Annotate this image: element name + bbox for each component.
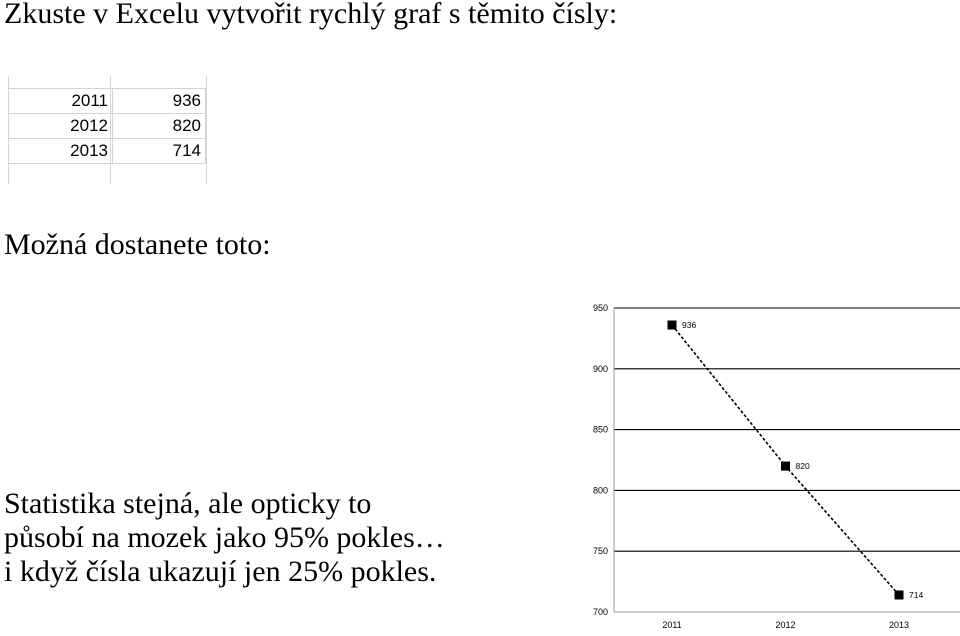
y-tick-label: 750 [593, 546, 608, 556]
value-cell: 714 [112, 138, 206, 164]
data-point-marker [894, 590, 904, 600]
year-cell: 2011 [8, 88, 113, 114]
data-label: 714 [909, 590, 923, 600]
data-label: 820 [796, 461, 810, 471]
subtitle: Možná dostanete toto: [4, 228, 271, 261]
y-tick-label: 700 [593, 607, 608, 617]
spreadsheet-snippet: 2011 936 2012 820 2013 714 [0, 76, 246, 184]
value-cell: 820 [112, 113, 206, 139]
year-cell: 2012 [8, 113, 113, 139]
body-line: působí na mozek jako 95% pokles… [4, 521, 445, 554]
body-text: Statistika stejná, ale opticky to působí… [4, 487, 564, 589]
value-cell: 936 [112, 88, 206, 114]
data-label: 936 [682, 320, 696, 330]
y-tick-label: 850 [593, 425, 608, 435]
data-table: 2011 936 2012 820 2013 714 [8, 88, 206, 164]
body-line: i když čísla ukazují jen 25% pokles. [4, 555, 437, 588]
x-tick-label: 2013 [889, 620, 909, 630]
year-cell: 2013 [8, 138, 113, 164]
table-row: 2011 936 [8, 88, 206, 114]
series-line [671, 324, 900, 596]
y-tick-label: 900 [593, 364, 608, 374]
y-tick-label: 800 [593, 485, 608, 495]
x-tick-label: 2012 [775, 620, 795, 630]
x-tick-label: 2011 [662, 620, 681, 630]
data-point-marker [781, 461, 790, 471]
slide-title: Zkuste v Excelu vytvořit rychlý graf s t… [4, 0, 618, 30]
table-row: 2013 714 [8, 138, 206, 164]
data-point-marker [667, 320, 677, 330]
body-line: Statistika stejná, ale opticky to [4, 487, 372, 520]
table-row: 2012 820 [8, 113, 206, 139]
y-tick-label: 950 [593, 303, 608, 313]
line-chart: 700 750 800 850 900 950 2011 2012 2013 936 820 714 [593, 303, 960, 630]
sheet-column-divider [206, 76, 207, 184]
